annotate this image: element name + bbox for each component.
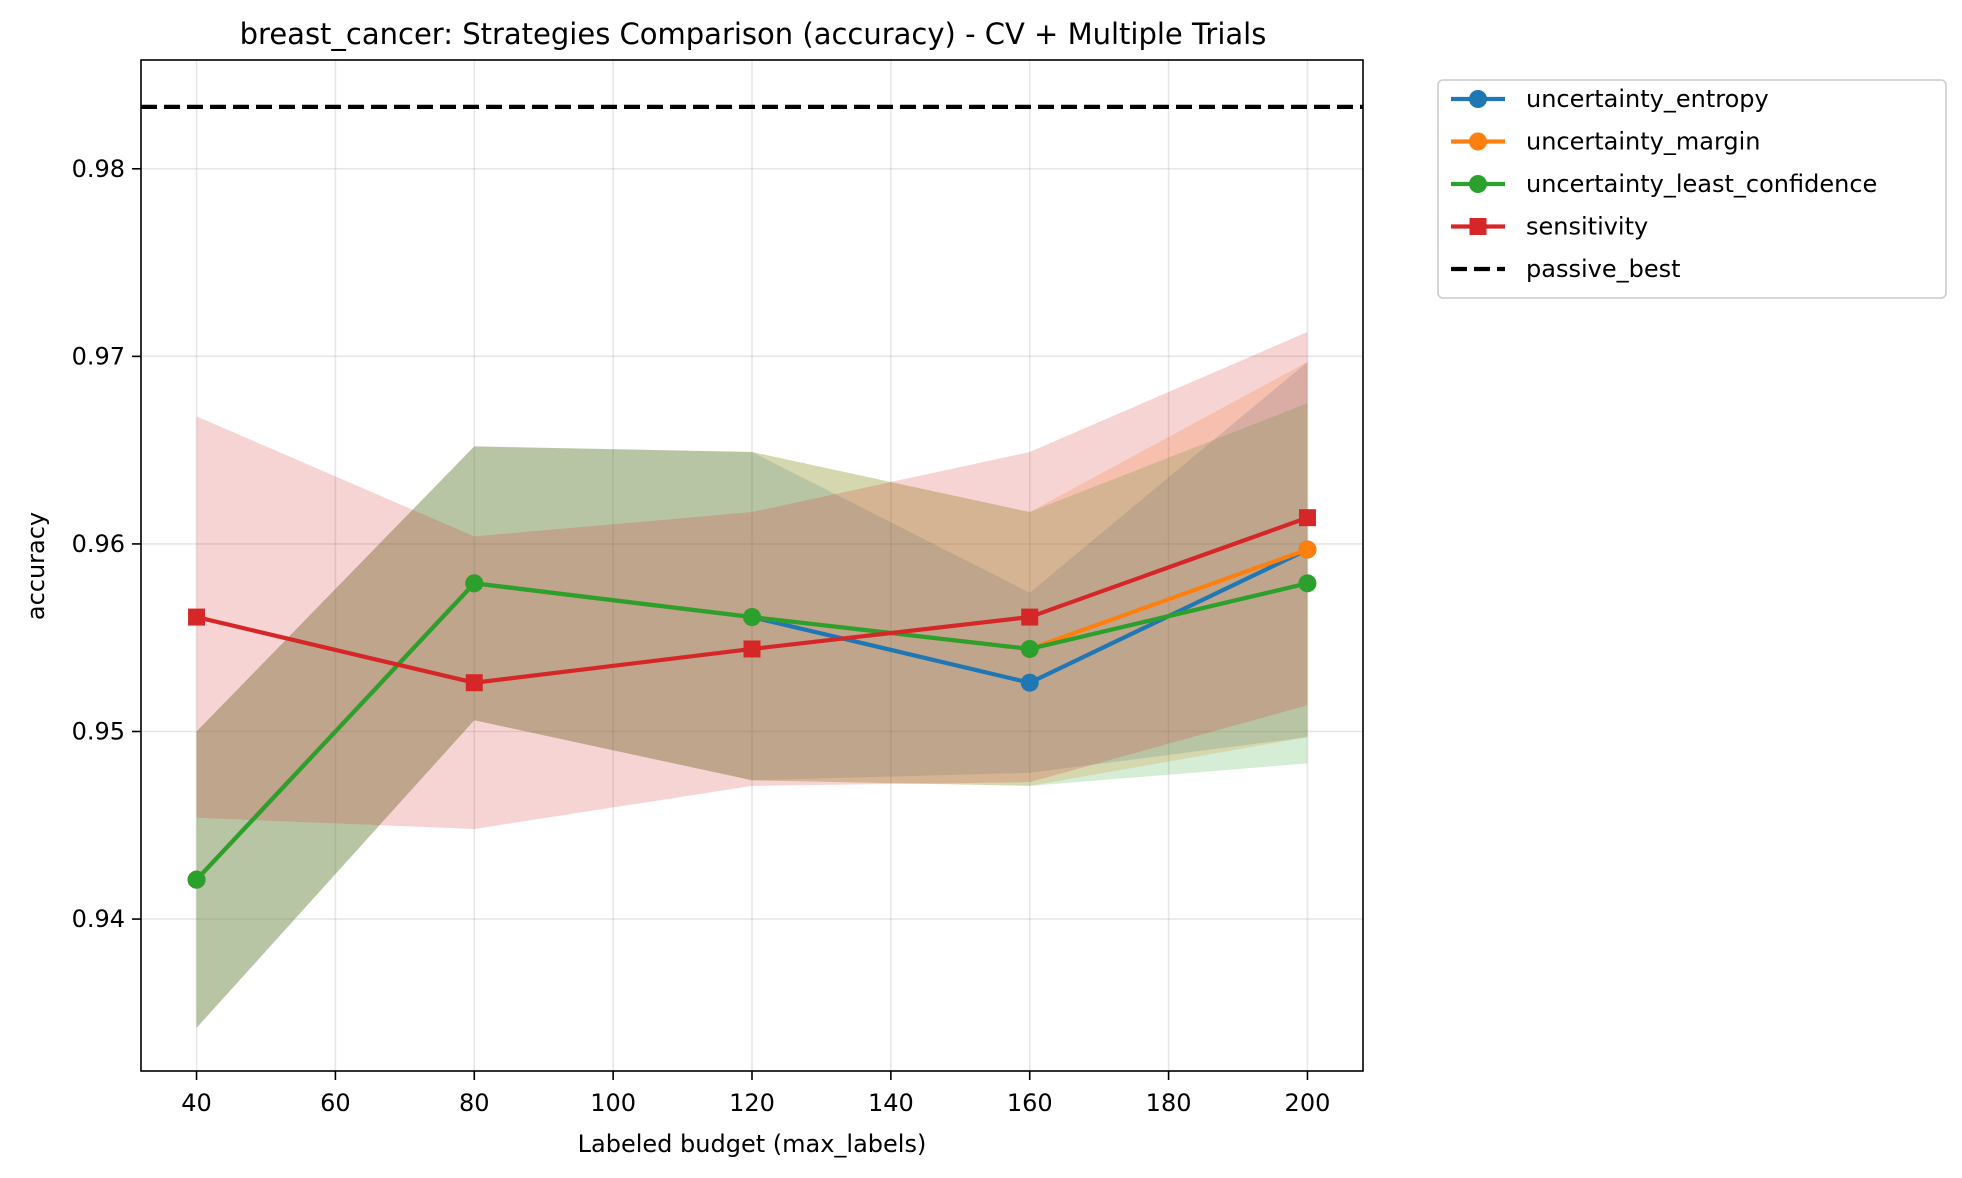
data-point-uncertainty_margin <box>1298 540 1317 559</box>
chart-title: breast_cancer: Strategies Comparison (ac… <box>240 17 1267 51</box>
legend-marker-uncertainty_entropy <box>1469 90 1487 108</box>
legend-label-passive_best: passive_best <box>1526 255 1681 283</box>
band-uncertainty_least_confidence <box>196 403 1308 1028</box>
legend-label-uncertainty_margin: uncertainty_margin <box>1526 128 1761 156</box>
data-point-uncertainty_entropy <box>1020 673 1039 692</box>
legend-marker-sensitivity <box>1469 218 1487 235</box>
data-point-uncertainty_least_confidence <box>465 574 484 593</box>
data-point-uncertainty_least_confidence <box>1298 574 1317 593</box>
y-tick-label: 0.97 <box>72 342 125 370</box>
y-axis-label: accuracy <box>22 512 50 620</box>
data-point-sensitivity <box>1298 509 1316 527</box>
x-tick-label: 40 <box>181 1089 212 1117</box>
legend-label-sensitivity: sensitivity <box>1526 213 1648 241</box>
x-tick-label: 80 <box>459 1089 490 1117</box>
x-tick-label: 180 <box>1146 1089 1192 1117</box>
data-point-sensitivity <box>743 640 761 658</box>
legend-label-uncertainty_entropy: uncertainty_entropy <box>1526 85 1769 113</box>
confidence-bands <box>196 331 1308 1028</box>
x-tick-label: 100 <box>590 1089 636 1117</box>
data-point-uncertainty_least_confidence <box>1020 639 1039 658</box>
x-axis-ticks: 40 60 80 100 120 140 160 180 200 <box>181 1071 1330 1117</box>
x-tick-label: 60 <box>320 1089 351 1117</box>
legend: uncertainty_entropy uncertainty_marginunc… <box>1437 79 1947 299</box>
y-tick-label: 0.95 <box>72 717 125 745</box>
legend-label-uncertainty_least_confidence: uncertainty_least_confidence <box>1526 170 1877 198</box>
legend-box <box>1437 79 1947 299</box>
x-tick-label: 120 <box>729 1089 775 1117</box>
y-tick-label: 0.98 <box>72 155 125 183</box>
data-point-uncertainty_least_confidence <box>187 870 206 889</box>
data-point-sensitivity <box>465 674 483 692</box>
data-point-sensitivity <box>188 608 206 626</box>
grid-lines <box>141 60 1363 1071</box>
legend-marker-uncertainty_least_confidence <box>1469 175 1487 193</box>
x-tick-label: 160 <box>1007 1089 1053 1117</box>
data-point-uncertainty_least_confidence <box>743 608 761 627</box>
data-point-sensitivity <box>1021 608 1039 626</box>
band-uncertainty_margin <box>196 361 1308 1028</box>
band-sensitivity <box>196 331 1308 830</box>
legend-marker-uncertainty_margin <box>1469 132 1487 151</box>
series-lines <box>187 509 1317 889</box>
x-axis-label: Labeled budget (max_labels) <box>578 1130 927 1158</box>
band-uncertainty_entropy <box>196 361 1308 1028</box>
x-tick-label: 200 <box>1285 1089 1331 1117</box>
y-tick-label: 0.96 <box>72 530 125 558</box>
y-tick-label: 0.94 <box>72 905 125 933</box>
x-tick-label: 140 <box>868 1089 914 1117</box>
y-axis-ticks: 0.94 0.95 0.96 0.97 0.98 <box>72 155 141 933</box>
